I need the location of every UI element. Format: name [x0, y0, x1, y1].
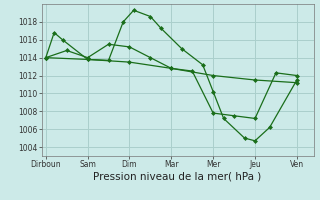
X-axis label: Pression niveau de la mer( hPa ): Pression niveau de la mer( hPa ) [93, 172, 262, 182]
